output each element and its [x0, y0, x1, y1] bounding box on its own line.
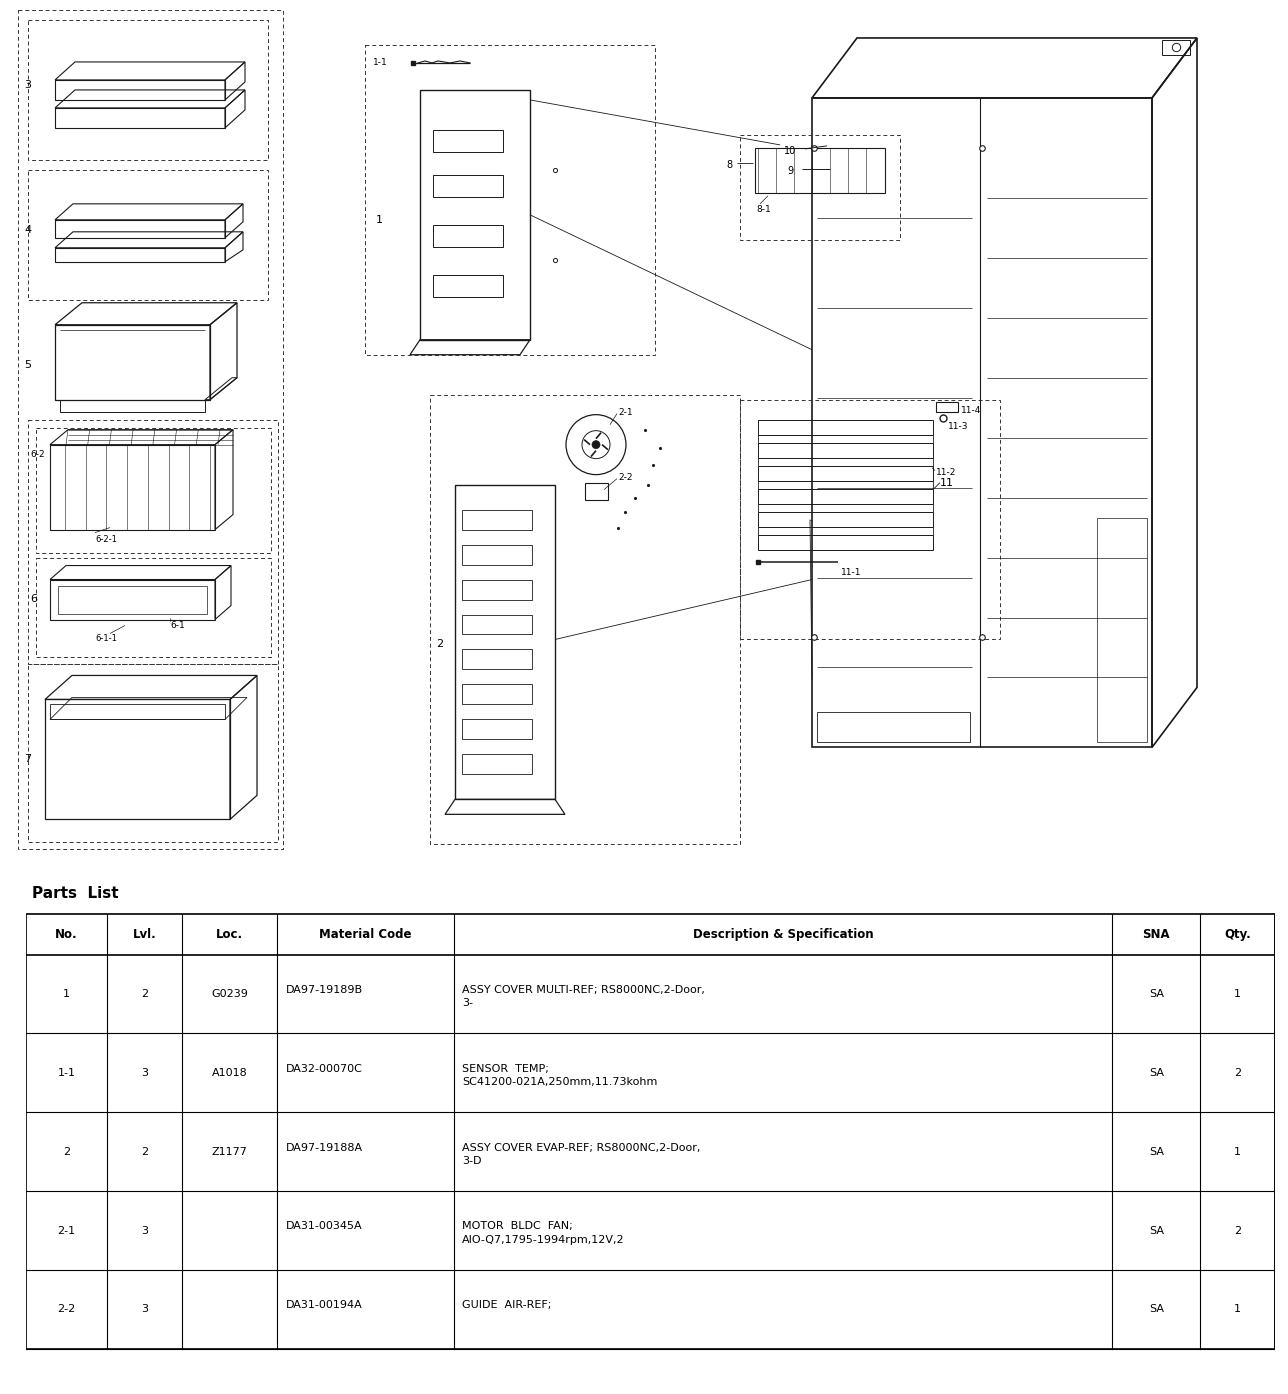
Text: 1: 1 [63, 988, 70, 999]
Text: SA: SA [1149, 1068, 1164, 1078]
Text: 6-2: 6-2 [30, 450, 45, 459]
Bar [365, 45, 656, 354]
Text: ASSY COVER EVAP-REF; RS8000NC,2-Door,
3-D: ASSY COVER EVAP-REF; RS8000NC,2-Door, 3-… [462, 1143, 701, 1165]
Bar [462, 754, 532, 775]
Bar [462, 580, 532, 599]
Text: MOTOR  BLDC  FAN;
AIO-Q7,1795-1994rpm,12V,2: MOTOR BLDC FAN; AIO-Q7,1795-1994rpm,12V,… [462, 1221, 625, 1245]
Text: 6-1-1: 6-1-1 [95, 634, 117, 644]
Bar [28, 20, 268, 160]
Text: Z1177: Z1177 [211, 1147, 247, 1157]
Bar [433, 174, 504, 197]
Text: 2: 2 [1234, 1225, 1242, 1235]
Text: 11-4: 11-4 [961, 406, 981, 414]
Text: 3: 3 [142, 1305, 148, 1315]
Text: 11-1: 11-1 [841, 567, 862, 577]
Text: ASSY COVER MULTI-REF; RS8000NC,2-Door,
3-: ASSY COVER MULTI-REF; RS8000NC,2-Door, 3… [462, 984, 705, 1008]
Text: SA: SA [1149, 988, 1164, 999]
Text: 1: 1 [1234, 1305, 1242, 1315]
Text: 3: 3 [24, 79, 31, 91]
Text: 2: 2 [140, 1147, 148, 1157]
Text: G0239: G0239 [211, 988, 247, 999]
Text: 2-1: 2-1 [618, 407, 632, 417]
Bar [755, 148, 885, 192]
Bar [433, 275, 504, 297]
Bar [18, 10, 283, 849]
Text: 6-2-1: 6-2-1 [95, 534, 117, 544]
Text: DA31-00345A: DA31-00345A [286, 1221, 362, 1231]
Text: SENSOR  TEMP;
SC41200-021A,250mm,11.73kohm: SENSOR TEMP; SC41200-021A,250mm,11.73koh… [462, 1064, 658, 1087]
Bar [759, 443, 933, 457]
Bar [462, 650, 532, 669]
Bar [759, 534, 933, 549]
Bar [26, 914, 1275, 1349]
Text: 8: 8 [726, 160, 732, 170]
Text: 4: 4 [24, 224, 31, 234]
Bar [36, 558, 270, 658]
Text: DA97-19189B: DA97-19189B [286, 984, 363, 995]
Bar [936, 401, 958, 411]
Text: Qty.: Qty. [1225, 927, 1251, 941]
Circle shape [592, 441, 600, 449]
Bar [36, 428, 270, 552]
Text: 3: 3 [142, 1225, 148, 1235]
Bar [759, 420, 933, 435]
Bar [462, 719, 532, 739]
Bar [28, 665, 278, 842]
Bar [759, 489, 933, 503]
Text: 8-1: 8-1 [756, 205, 770, 213]
Bar [433, 130, 504, 152]
Text: 10: 10 [784, 146, 796, 156]
Text: SA: SA [1149, 1305, 1164, 1315]
Bar [462, 510, 532, 530]
Text: 7: 7 [24, 754, 31, 764]
Text: Lvl.: Lvl. [133, 927, 156, 941]
Text: DA97-19188A: DA97-19188A [286, 1143, 363, 1153]
Text: 1-1: 1-1 [58, 1068, 76, 1078]
Text: 5: 5 [24, 360, 31, 369]
Text: SA: SA [1149, 1147, 1164, 1157]
Bar [462, 615, 532, 634]
Text: Parts  List: Parts List [32, 885, 118, 901]
Text: 1-1: 1-1 [374, 59, 388, 67]
Text: 6-1: 6-1 [170, 622, 184, 630]
Text: SA: SA [1149, 1225, 1164, 1235]
Bar [433, 224, 504, 247]
Text: Description & Specification: Description & Specification [693, 927, 873, 941]
Text: 11-2: 11-2 [936, 467, 957, 477]
Text: 2: 2 [437, 640, 443, 650]
Text: 9: 9 [787, 166, 793, 176]
Text: DA31-00194A: DA31-00194A [286, 1301, 362, 1310]
Bar [741, 400, 999, 640]
Text: SNA: SNA [1142, 927, 1170, 941]
Bar [1162, 40, 1190, 54]
Text: 11-3: 11-3 [948, 421, 969, 431]
Text: GUIDE  AIR-REF;: GUIDE AIR-REF; [462, 1301, 551, 1323]
Text: DA32-00070C: DA32-00070C [286, 1064, 363, 1073]
Bar [759, 512, 933, 527]
Text: Loc.: Loc. [216, 927, 243, 941]
Bar [462, 684, 532, 704]
Bar [28, 420, 278, 665]
Text: A1018: A1018 [211, 1068, 247, 1078]
Text: 1: 1 [1234, 1147, 1242, 1157]
Text: No.: No. [55, 927, 77, 941]
Text: Material Code: Material Code [319, 927, 411, 941]
Text: 1: 1 [1234, 988, 1242, 999]
Text: 11: 11 [940, 478, 954, 488]
Text: 3: 3 [142, 1068, 148, 1078]
Text: 1: 1 [376, 215, 383, 224]
Bar [759, 466, 933, 481]
Text: 2-2: 2-2 [58, 1305, 76, 1315]
Text: 6: 6 [30, 594, 37, 604]
Text: 2: 2 [1234, 1068, 1242, 1078]
Text: 2: 2 [140, 988, 148, 999]
Bar [741, 135, 900, 240]
Text: 2: 2 [63, 1147, 70, 1157]
Bar [462, 545, 532, 565]
Text: 2-1: 2-1 [58, 1225, 76, 1235]
Text: 2-2: 2-2 [618, 473, 632, 481]
Bar [28, 170, 268, 300]
Bar [430, 395, 741, 845]
